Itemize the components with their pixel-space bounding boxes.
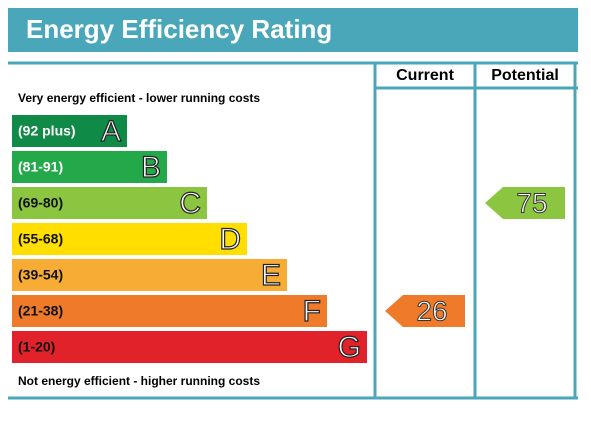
column-header: Potential bbox=[491, 67, 559, 84]
band-letter: G bbox=[338, 331, 361, 364]
band-bar bbox=[12, 295, 327, 327]
frame bbox=[8, 61, 578, 400]
band-letter: A bbox=[101, 115, 121, 148]
column-header: Current bbox=[396, 67, 454, 84]
band-bar bbox=[12, 331, 367, 363]
band-range: (1-20) bbox=[18, 339, 55, 355]
rating-arrow bbox=[385, 295, 465, 327]
rating-value: 26 bbox=[416, 295, 447, 326]
band-bar bbox=[12, 151, 167, 183]
band-bar bbox=[12, 187, 207, 219]
band-range: (21-38) bbox=[18, 303, 63, 319]
band-range: (92 plus) bbox=[18, 123, 76, 139]
band-bar bbox=[12, 115, 127, 147]
band-range: (39-54) bbox=[18, 267, 63, 283]
title: Energy Efficiency Rating bbox=[26, 14, 332, 44]
band-letter: C bbox=[179, 187, 201, 220]
band-letter: F bbox=[303, 295, 321, 328]
band-bar bbox=[12, 223, 247, 255]
rating-arrow bbox=[485, 187, 565, 219]
band-letter: E bbox=[261, 259, 281, 292]
band-bar bbox=[12, 259, 287, 291]
top-note: Very energy efficient - lower running co… bbox=[18, 91, 260, 105]
band-letter: D bbox=[219, 223, 241, 256]
band-range: (69-80) bbox=[18, 195, 63, 211]
band-range: (55-68) bbox=[18, 231, 63, 247]
band-range: (81-91) bbox=[18, 159, 63, 175]
band-letter: B bbox=[141, 151, 161, 184]
rating-value: 75 bbox=[516, 187, 547, 218]
bottom-note: Not energy efficient - higher running co… bbox=[18, 374, 260, 388]
title-bar bbox=[8, 8, 578, 52]
